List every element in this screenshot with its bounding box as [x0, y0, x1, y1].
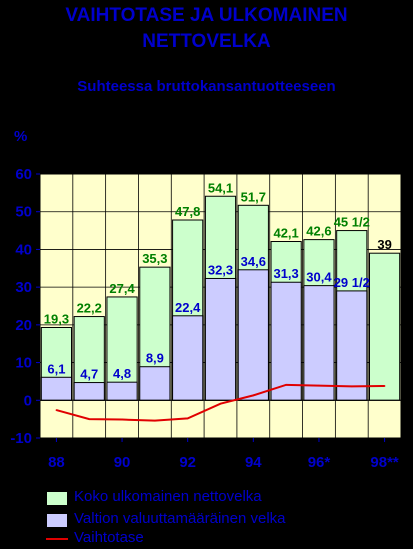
- bar-gov-debt: [237, 269, 269, 401]
- bar-gov-debt: [40, 376, 73, 401]
- bar-gov-debt: [106, 381, 138, 401]
- data-label-total-debt: 22,2: [77, 301, 102, 316]
- bar-total-debt: [368, 252, 401, 401]
- point-current-account: [252, 394, 255, 397]
- legend-label-current-account: Vaihtotase: [74, 529, 144, 546]
- data-label-gov-debt: 22,4: [175, 300, 201, 315]
- data-label-total-debt: 45 1/2: [334, 215, 370, 230]
- x-tick-label: 94: [245, 454, 262, 471]
- bar-gov-debt: [336, 290, 368, 401]
- x-tick-label: 90: [114, 454, 131, 471]
- data-label-gov-debt: 34,6: [241, 254, 266, 269]
- legend-label-total-debt: Koko ulkomainen nettovelka: [74, 488, 262, 505]
- point-current-account: [88, 418, 91, 420]
- data-label-gov-debt: 4,8: [113, 366, 131, 381]
- point-current-account: [383, 385, 386, 387]
- legend-swatch-gov-debt: [46, 513, 68, 528]
- data-label-gov-debt: 32,3: [208, 262, 233, 277]
- data-label-total-debt: 35,3: [142, 251, 167, 266]
- data-label-total-debt: 54,1: [208, 180, 233, 195]
- y-tick-label: 30: [15, 279, 32, 296]
- legend-swatch-total-debt: [46, 491, 68, 506]
- bar-gov-debt: [270, 281, 302, 401]
- data-label-gov-debt: 29 1/2: [334, 275, 370, 290]
- y-tick-label: 20: [15, 317, 32, 334]
- data-label-total-debt: 27,4: [109, 281, 135, 296]
- bar-gov-debt: [204, 277, 237, 401]
- data-label-gov-debt: 8,9: [146, 351, 164, 366]
- chart-subtitle: Suhteessa bruttokansantuotteeseen: [77, 78, 336, 95]
- x-tick-label: 88: [48, 454, 65, 471]
- chart-title-line2: NETTOVELKA: [142, 31, 271, 52]
- x-tick-label: 92: [179, 454, 196, 471]
- point-current-account: [154, 419, 156, 422]
- chart-title-line1: VAIHTOTASE JA ULKOMAINEN: [65, 5, 348, 26]
- bar-gov-debt: [139, 366, 171, 401]
- point-current-account: [186, 417, 189, 420]
- data-label-total-debt: 51,7: [241, 189, 266, 204]
- point-current-account: [55, 409, 58, 411]
- y-axis-unit: %: [14, 128, 28, 145]
- bar-gov-debt: [172, 315, 204, 401]
- bar-gov-debt: [73, 382, 105, 401]
- y-tick-label: 40: [15, 241, 32, 258]
- data-label-total-debt: 19,3: [44, 311, 69, 326]
- x-tick-label: 96*: [308, 454, 331, 471]
- data-label-gov-debt: 4,7: [80, 367, 98, 382]
- point-current-account: [219, 402, 222, 405]
- point-current-account: [285, 384, 287, 386]
- y-tick-label: 10: [15, 355, 32, 372]
- legend-label-gov-debt: Valtion valuuttamääräinen velka: [74, 510, 286, 527]
- y-tick-label: 50: [15, 204, 32, 221]
- bar-gov-debt: [303, 285, 335, 401]
- legend-line-current-account: [46, 538, 68, 540]
- data-label-gov-debt: 6,1: [47, 361, 65, 376]
- point-current-account: [121, 418, 123, 421]
- y-tick-label: 0: [24, 392, 32, 409]
- x-tick-label: 98**: [370, 454, 399, 471]
- data-label-total-debt: 42,6: [306, 224, 331, 239]
- data-label-total-debt: 47,8: [175, 204, 200, 219]
- y-tick-label: -10: [10, 430, 32, 447]
- y-tick-label: 60: [15, 166, 32, 183]
- point-current-account: [350, 385, 353, 388]
- point-current-account: [318, 384, 320, 387]
- data-label-gov-debt: 31,3: [273, 266, 298, 281]
- data-label-total-debt: 42,1: [273, 226, 298, 241]
- data-label-gov-debt: 30,4: [306, 270, 332, 285]
- data-label-total-debt: 39: [377, 237, 391, 252]
